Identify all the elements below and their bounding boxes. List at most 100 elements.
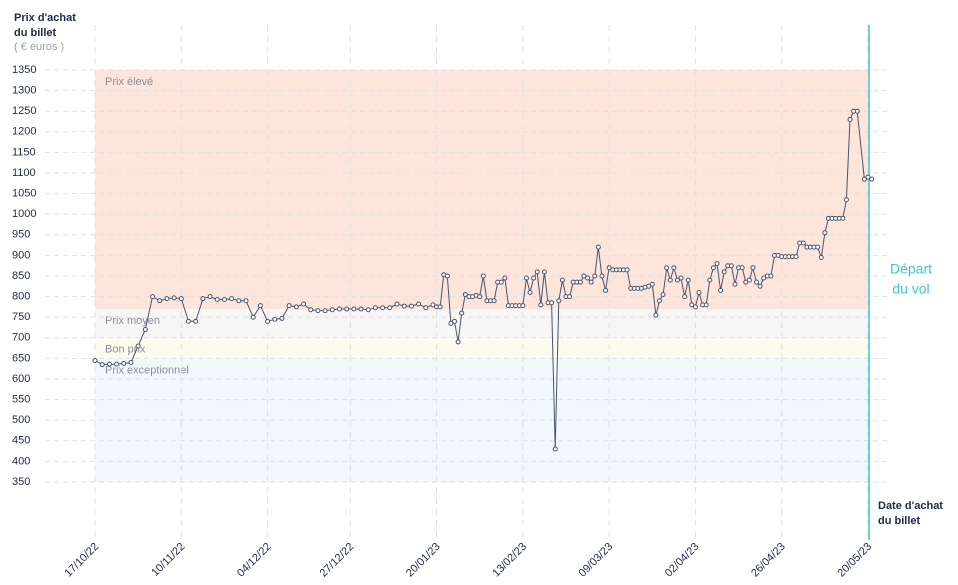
price-point: [394, 301, 400, 307]
price-point: [423, 305, 429, 311]
price-point: [171, 295, 177, 301]
price-point: [743, 279, 749, 285]
price-point: [444, 273, 450, 279]
price-point: [250, 314, 256, 320]
price-point: [822, 230, 828, 236]
price-point: [678, 275, 684, 281]
price-point: [437, 304, 443, 310]
y-tick-label: 800: [12, 291, 30, 303]
y-tick-label: 1300: [12, 85, 36, 97]
price-point: [588, 279, 594, 285]
price-point: [538, 302, 544, 308]
price-point: [455, 339, 461, 345]
price-point: [761, 275, 767, 281]
price-point: [229, 296, 235, 302]
price-point: [279, 315, 285, 321]
price-point: [200, 296, 206, 302]
price-point: [750, 265, 756, 271]
x-tick-label: 04/12/22: [235, 541, 274, 580]
price-point: [315, 308, 321, 314]
price-point: [649, 281, 655, 287]
x-tick-label: 17/10/22: [62, 541, 101, 580]
y-tick-label: 600: [12, 373, 30, 385]
price-point: [272, 316, 278, 322]
price-point: [477, 294, 483, 300]
price-point: [854, 108, 860, 114]
price-point: [401, 303, 407, 309]
price-point: [768, 273, 774, 279]
price-point: [214, 296, 220, 302]
price-point: [689, 302, 695, 308]
price-point: [534, 269, 540, 275]
y-tick-label: 700: [12, 332, 30, 344]
price-point: [523, 275, 529, 281]
y-title: Prix d'achat: [14, 12, 76, 24]
price-point: [664, 265, 670, 271]
price-point: [685, 277, 691, 283]
price-point: [114, 361, 120, 367]
price-point: [603, 287, 609, 293]
price-point: [682, 294, 688, 300]
price-point: [793, 254, 799, 260]
price-point: [714, 261, 720, 267]
y-tick-label: 1250: [12, 105, 36, 117]
price-point: [527, 289, 533, 295]
y-tick-label: 950: [12, 229, 30, 241]
price-point: [746, 277, 752, 283]
price-point: [430, 302, 436, 308]
price-point: [847, 116, 853, 122]
price-point: [135, 343, 141, 349]
price-point: [692, 304, 698, 310]
y-tick-label: 1100: [12, 167, 36, 179]
price-point: [236, 298, 242, 304]
price-point: [703, 302, 709, 308]
price-point: [502, 275, 508, 281]
price-point: [207, 294, 213, 300]
price-point: [541, 269, 547, 275]
price-point: [674, 277, 680, 283]
price-point: [416, 301, 422, 307]
x-tick-label: 26/04/23: [749, 541, 788, 580]
price-point: [121, 360, 127, 366]
price-point: [329, 307, 335, 313]
price-point: [696, 289, 702, 295]
zone-label: Prix élevé: [105, 76, 153, 88]
price-point: [164, 296, 170, 302]
x-tick-label: 13/02/23: [490, 541, 529, 580]
y-tick-label: 1200: [12, 126, 36, 138]
price-point: [380, 305, 386, 311]
price-point: [128, 360, 134, 366]
price-point: [599, 273, 605, 279]
y-tick-label: 1050: [12, 188, 36, 200]
x-tick-label: 10/11/22: [149, 541, 187, 579]
price-point: [243, 298, 249, 304]
x-tick-label: 02/04/23: [663, 541, 702, 580]
price-point: [671, 265, 677, 271]
y-tick-label: 350: [12, 476, 30, 488]
price-point: [178, 296, 184, 302]
price-point: [459, 310, 465, 316]
zone: [95, 308, 868, 338]
grid: [45, 25, 890, 540]
price-point: [157, 298, 163, 304]
price-point: [660, 292, 666, 298]
price-point: [595, 244, 601, 250]
price-point: [800, 240, 806, 246]
price-point: [351, 306, 357, 312]
departure-label: du vol: [892, 281, 929, 297]
y-tick-label: 850: [12, 270, 30, 282]
price-point: [142, 327, 148, 333]
price-point: [721, 269, 727, 275]
price-point: [577, 279, 583, 285]
y-tick-label: 900: [12, 249, 30, 261]
y-tick-label: 1150: [12, 146, 36, 158]
x-tick-label: 20/05/23: [835, 541, 874, 580]
x-tick-label: 20/01/23: [404, 541, 443, 580]
price-point: [372, 305, 378, 311]
price-point: [257, 303, 263, 309]
price-point: [581, 273, 587, 279]
price-point: [869, 176, 875, 182]
price-point: [491, 298, 497, 304]
y-tick-label: 400: [12, 455, 30, 467]
